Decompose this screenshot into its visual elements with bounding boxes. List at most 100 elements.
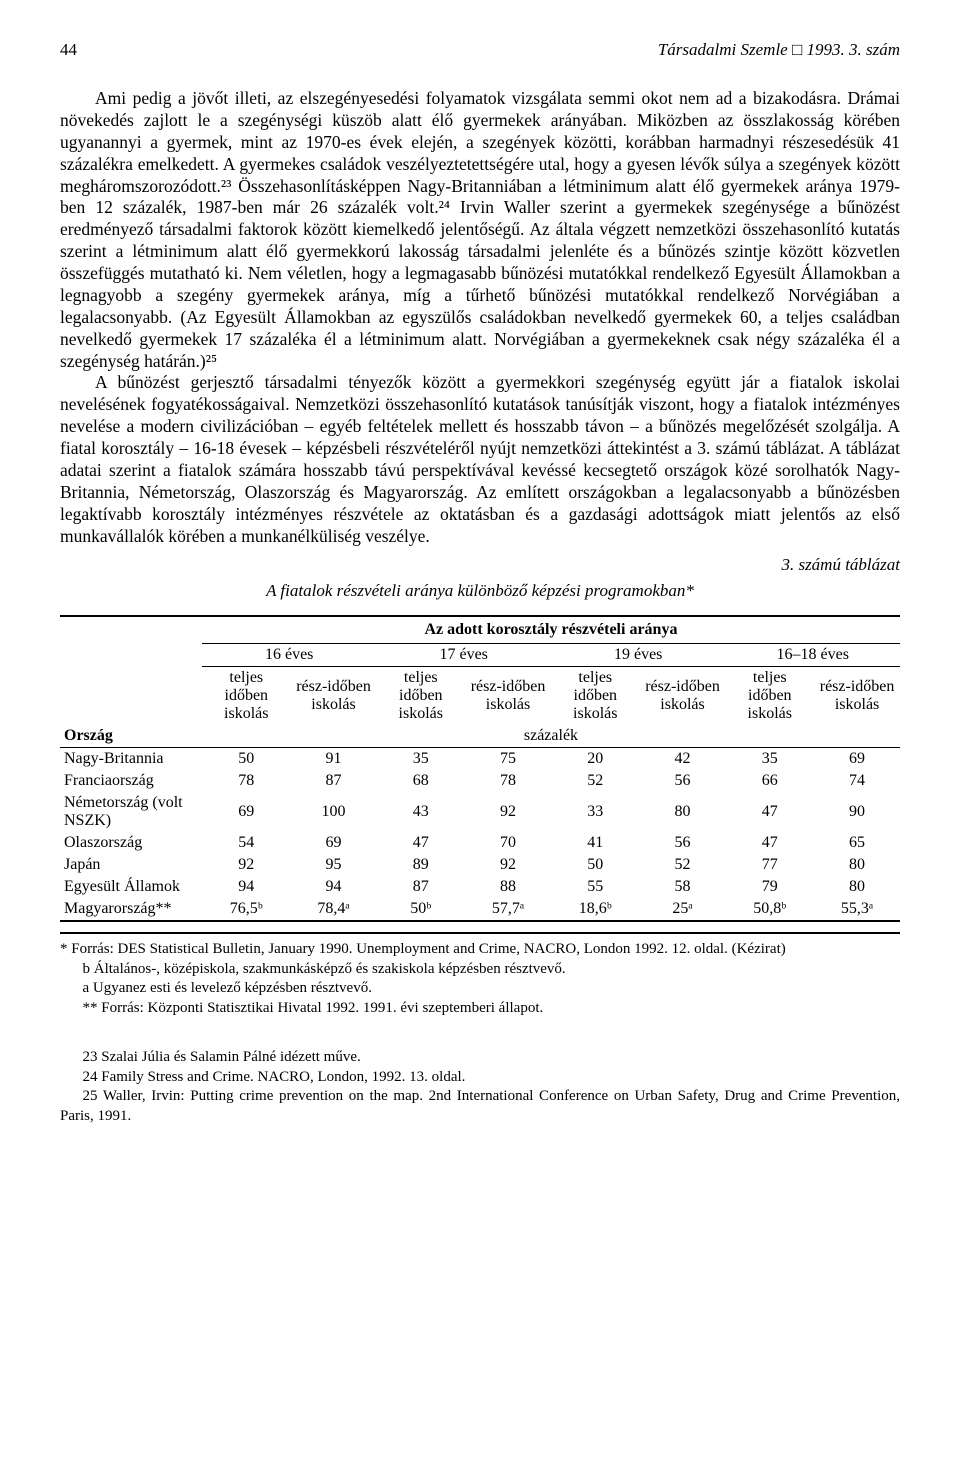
table-cell: 47 [725, 792, 814, 832]
table-footnotes: * Forrás: DES Statistical Bulletin, Janu… [60, 932, 900, 1018]
subcol: rész-időben iskolás [291, 667, 377, 726]
table-cell: 94 [291, 876, 377, 898]
body-paragraph-2: A bűnözést gerjesztő társadalmi tényezők… [60, 372, 900, 547]
subcol: rész-időben iskolás [814, 667, 900, 726]
body-paragraph-1: Ami pedig a jövőt illeti, az elszegényes… [60, 88, 900, 372]
footnote-line: b Általános-, középiskola, szakmunkáskép… [60, 960, 900, 980]
table-cell: 80 [640, 792, 726, 832]
endnote-line: 25 Waller, Irvin: Putting crime preventi… [60, 1087, 900, 1126]
table-cell: 47 [376, 832, 465, 854]
table-cell: 76,5ᵇ [202, 898, 291, 921]
table-cell: 50,8ᵇ [725, 898, 814, 921]
table-cell: 74 [814, 770, 900, 792]
table-cell: 43 [376, 792, 465, 832]
super-header-text: Az adott korosztály részvételi aránya [424, 621, 677, 638]
subcol: teljes időben iskolás [551, 667, 640, 726]
endnote-line: 23 Szalai Júlia és Salamin Pálné idézett… [60, 1048, 900, 1068]
table-cell: 90 [814, 792, 900, 832]
subcol: rész-időben iskolás [465, 667, 551, 726]
table-cell: 54 [202, 832, 291, 854]
table-cell: 100 [291, 792, 377, 832]
table-cell: 79 [725, 876, 814, 898]
table-cell: 50 [551, 854, 640, 876]
table-row: Franciaország7887687852566674 [60, 770, 900, 792]
table-cell: 91 [291, 748, 377, 771]
table-cell: 55,3ᵃ [814, 898, 900, 921]
row-label: Magyarország** [60, 898, 202, 921]
row-label: Olaszország [60, 832, 202, 854]
table-cell: 68 [376, 770, 465, 792]
page-number: 44 [60, 40, 77, 60]
table-cell: 87 [291, 770, 377, 792]
table-cell: 65 [814, 832, 900, 854]
age-16-18: 16–18 éves [725, 644, 900, 667]
table-row: Németország (volt NSZK)69100439233804790 [60, 792, 900, 832]
table-cell: 56 [640, 832, 726, 854]
table-row: Olaszország5469477041564765 [60, 832, 900, 854]
table-cell: 92 [202, 854, 291, 876]
table-cell: 47 [725, 832, 814, 854]
table-row: Magyarország**76,5ᵇ78,4ᵃ50ᵇ57,7ᵃ18,6ᵇ25ᵃ… [60, 898, 900, 921]
table-cell: 77 [725, 854, 814, 876]
table-cell: 25ᵃ [640, 898, 726, 921]
journal-title: Társadalmi Szemle □ 1993. 3. szám [658, 40, 900, 60]
table-cell: 80 [814, 854, 900, 876]
table-title: A fiatalok részvételi aránya különböző k… [60, 581, 900, 601]
table-cell: 50ᵇ [376, 898, 465, 921]
table-cell: 56 [640, 770, 726, 792]
table-cell: 57,7ᵃ [465, 898, 551, 921]
table-cell: 80 [814, 876, 900, 898]
running-header: 44 Társadalmi Szemle □ 1993. 3. szám [60, 40, 900, 60]
row-label: Németország (volt NSZK) [60, 792, 202, 832]
paragraph-2-text: A bűnözést gerjesztő társadalmi tényezők… [60, 372, 904, 545]
table-cell: 88 [465, 876, 551, 898]
table-cell: 92 [465, 854, 551, 876]
country-label: Ország [64, 727, 113, 744]
table-cell: 52 [551, 770, 640, 792]
table-cell: 70 [465, 832, 551, 854]
row-label: Franciaország [60, 770, 202, 792]
table-cell: 41 [551, 832, 640, 854]
table-cell: 33 [551, 792, 640, 832]
table-cell: 95 [291, 854, 377, 876]
table-number: 3. számú táblázat [60, 555, 900, 575]
table-cell: 78 [202, 770, 291, 792]
row-label: Japán [60, 854, 202, 876]
endnotes: 23 Szalai Júlia és Salamin Pálné idézett… [60, 1048, 900, 1126]
table-row: Japán9295899250527780 [60, 854, 900, 876]
endnote-line: 24 Family Stress and Crime. NACRO, Londo… [60, 1068, 900, 1088]
paragraph-1-text: Ami pedig a jövőt illeti, az elszegényes… [60, 88, 904, 371]
table-cell: 94 [202, 876, 291, 898]
table-cell: 35 [725, 748, 814, 771]
table-cell: 50 [202, 748, 291, 771]
age-17: 17 éves [376, 644, 551, 667]
unit-row: százalék [202, 725, 900, 748]
table-cell: 89 [376, 854, 465, 876]
table-cell: 87 [376, 876, 465, 898]
footnote-line: ** Forrás: Központi Statisztikai Hivatal… [60, 999, 900, 1019]
table-cell: 69 [202, 792, 291, 832]
subcol: teljes időben iskolás [376, 667, 465, 726]
table-cell: 66 [725, 770, 814, 792]
table-cell: 35 [376, 748, 465, 771]
participation-table: Ország Az adott korosztály részvételi ar… [60, 615, 900, 922]
table-cell: 92 [465, 792, 551, 832]
age-16: 16 éves [202, 644, 377, 667]
footnote-line: * Forrás: DES Statistical Bulletin, Janu… [60, 940, 900, 960]
table-cell: 55 [551, 876, 640, 898]
table-cell: 42 [640, 748, 726, 771]
super-header: Az adott korosztály részvételi aránya [202, 616, 900, 644]
footnote-line: a Ugyanez esti és levelező képzésben rés… [60, 979, 900, 999]
table-cell: 20 [551, 748, 640, 771]
table-cell: 78 [465, 770, 551, 792]
table-cell: 69 [291, 832, 377, 854]
table-row: Nagy-Britannia5091357520423569 [60, 748, 900, 771]
row-label: Egyesült Államok [60, 876, 202, 898]
subcol: teljes időben iskolás [202, 667, 291, 726]
age-19: 19 éves [551, 644, 726, 667]
table-cell: 58 [640, 876, 726, 898]
table-cell: 78,4ᵃ [291, 898, 377, 921]
table-cell: 75 [465, 748, 551, 771]
table-cell: 18,6ᵇ [551, 898, 640, 921]
subcol: rész-időben iskolás [640, 667, 726, 726]
